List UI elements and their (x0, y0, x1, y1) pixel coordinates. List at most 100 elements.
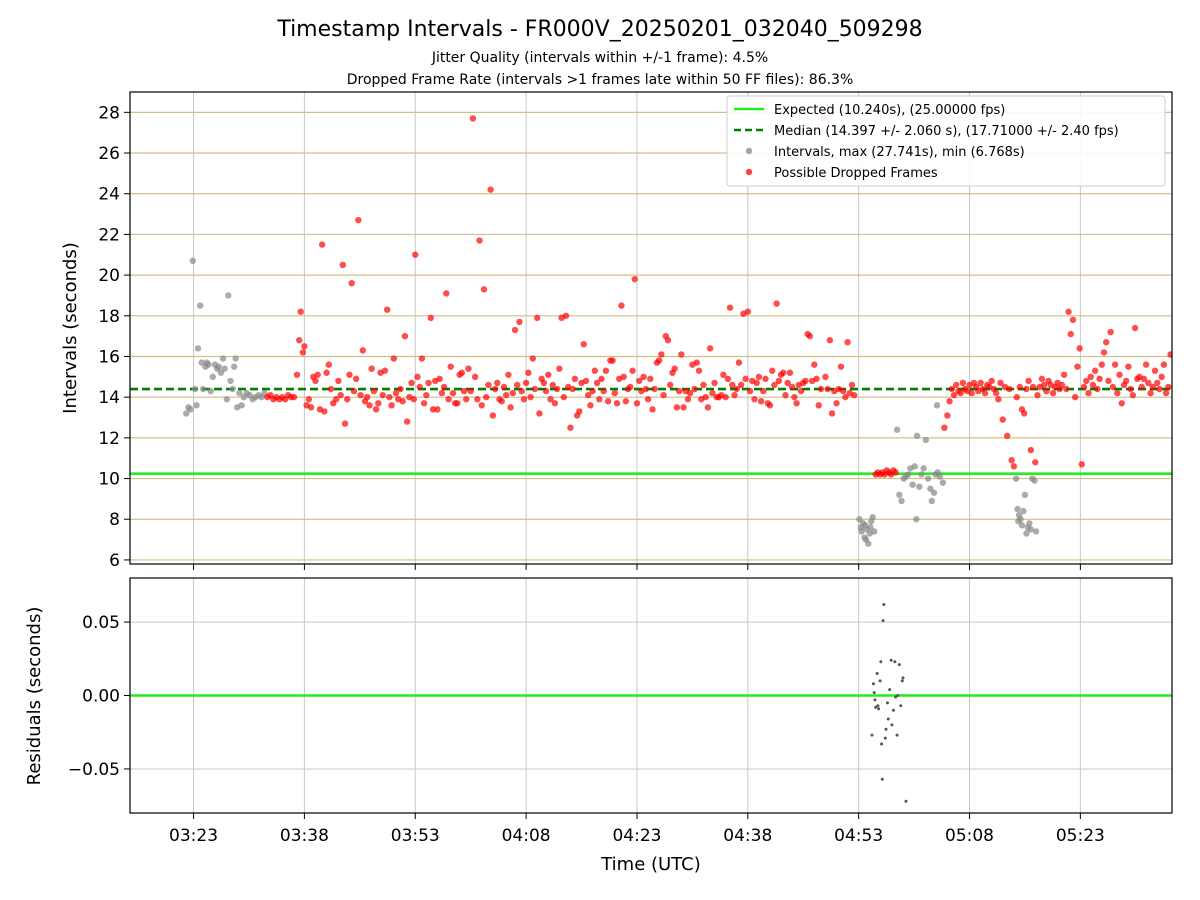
dropped-frame-point (631, 275, 638, 283)
dropped-frame-point (443, 290, 450, 297)
residual-point (881, 619, 885, 623)
dropped-frame-point (520, 396, 528, 403)
dropped-frame-point (1160, 361, 1168, 368)
residual-point (886, 717, 890, 721)
dropped-frame-point (514, 381, 521, 389)
dropped-frame-point (1040, 381, 1048, 389)
interval-point (191, 385, 199, 393)
dropped-frame-point (1087, 373, 1094, 381)
dropped-frame-point (1071, 393, 1079, 401)
dropped-frame-point (1096, 375, 1103, 383)
dropped-frame-point (731, 391, 738, 399)
dropped-frame-point (1078, 461, 1086, 468)
dropped-frame-point (516, 318, 523, 326)
interval-point (223, 396, 231, 403)
dropped-frame-point (813, 375, 820, 383)
dropped-frame-point (518, 387, 525, 395)
dropped-frame-point (1063, 385, 1070, 393)
dropped-frame-point (569, 385, 576, 393)
dropped-frame-point (817, 385, 825, 393)
dropped-frame-point (1107, 328, 1114, 336)
dropped-frame-point (997, 379, 1004, 387)
intervals-x-ticks (193, 564, 1081, 570)
residual-point (878, 679, 882, 683)
y-tick-label: 26 (98, 144, 120, 164)
interval-point (219, 355, 227, 362)
dropped-frame-point (500, 383, 508, 391)
dropped-frame-point (297, 308, 304, 315)
interval-point (927, 485, 934, 492)
dropped-frame-point (478, 402, 485, 409)
dropped-frame-point (1162, 389, 1170, 397)
dropped-frame-point (700, 381, 707, 389)
dropped-frame-point (416, 383, 423, 391)
chart-title: Timestamp Intervals - FR000V_20250201_03… (276, 17, 922, 42)
dropped-frame-point (791, 393, 798, 401)
dropped-frame-point (724, 375, 732, 383)
dropped-frame-point (469, 115, 477, 122)
residual-point (893, 660, 897, 664)
residual-point (888, 688, 892, 692)
dropped-frame-point (580, 341, 587, 348)
dropped-frame-point (1091, 367, 1099, 374)
dropped-frame-point (848, 381, 856, 389)
dropped-frame-point (655, 357, 663, 364)
dropped-frame-point (733, 385, 740, 393)
dropped-frame-point (582, 377, 590, 385)
interval-point (936, 473, 944, 480)
interval-point (898, 497, 905, 505)
intervals-y-axis-label: Intervals (seconds) (60, 242, 81, 414)
dropped-frame-point (762, 375, 769, 383)
dropped-frame-point (522, 379, 530, 387)
interval-point (193, 402, 200, 409)
dropped-frame-point (709, 389, 716, 397)
residual-point (870, 733, 874, 737)
dropped-frame-point (420, 400, 428, 407)
dropped-frame-point (753, 379, 760, 387)
dropped-frame-point (742, 375, 749, 383)
dropped-frame-point (314, 371, 321, 378)
dropped-frame-point (806, 332, 814, 340)
dropped-frame-point (1103, 339, 1110, 346)
dropped-frame-point (1142, 361, 1150, 368)
dropped-frame-point (571, 375, 579, 383)
residuals-y-axis-label: Residuals (seconds) (24, 607, 45, 786)
y-tick-label: 22 (98, 225, 120, 245)
dropped-frame-point (944, 412, 951, 419)
dropped-frame-point (399, 398, 406, 405)
y-tick-label: 0.00 (82, 687, 120, 707)
interval-point (215, 363, 222, 370)
dropped-frame-point (644, 396, 652, 403)
dropped-frame-point (1131, 324, 1139, 332)
residual-point (885, 701, 889, 705)
interval-point (858, 528, 865, 535)
dropped-frame-point (751, 396, 758, 403)
dropped-frame-point (438, 389, 446, 397)
dropped-frame-point (826, 337, 834, 344)
dropped-frame-point (480, 286, 488, 293)
dropped-frame-point (784, 379, 791, 387)
interval-point (187, 406, 194, 413)
residual-point (895, 733, 899, 737)
residual-point (904, 799, 908, 803)
interval-point (870, 528, 878, 535)
interval-point (194, 345, 202, 352)
residual-point (880, 742, 884, 746)
interval-point (1020, 507, 1027, 515)
dropped-frame-point (622, 398, 630, 405)
dropped-frame-point (1114, 389, 1121, 397)
chart-subtitle-jitter: Jitter Quality (intervals within +/-1 fr… (431, 50, 768, 66)
dropped-frame-point (649, 406, 656, 413)
legend-intervals-swatch (745, 147, 753, 155)
dropped-frame-point (988, 377, 995, 385)
dropped-frame-point (1109, 383, 1117, 391)
dropped-frame-point (427, 314, 434, 322)
interval-point (236, 389, 243, 397)
dropped-frame-point (704, 404, 712, 411)
dropped-frame-point (1165, 383, 1172, 391)
dropped-frame-point (635, 377, 643, 385)
dropped-frame-point (1145, 379, 1152, 387)
residuals-points (870, 602, 908, 803)
dropped-frame-point (1074, 363, 1081, 370)
